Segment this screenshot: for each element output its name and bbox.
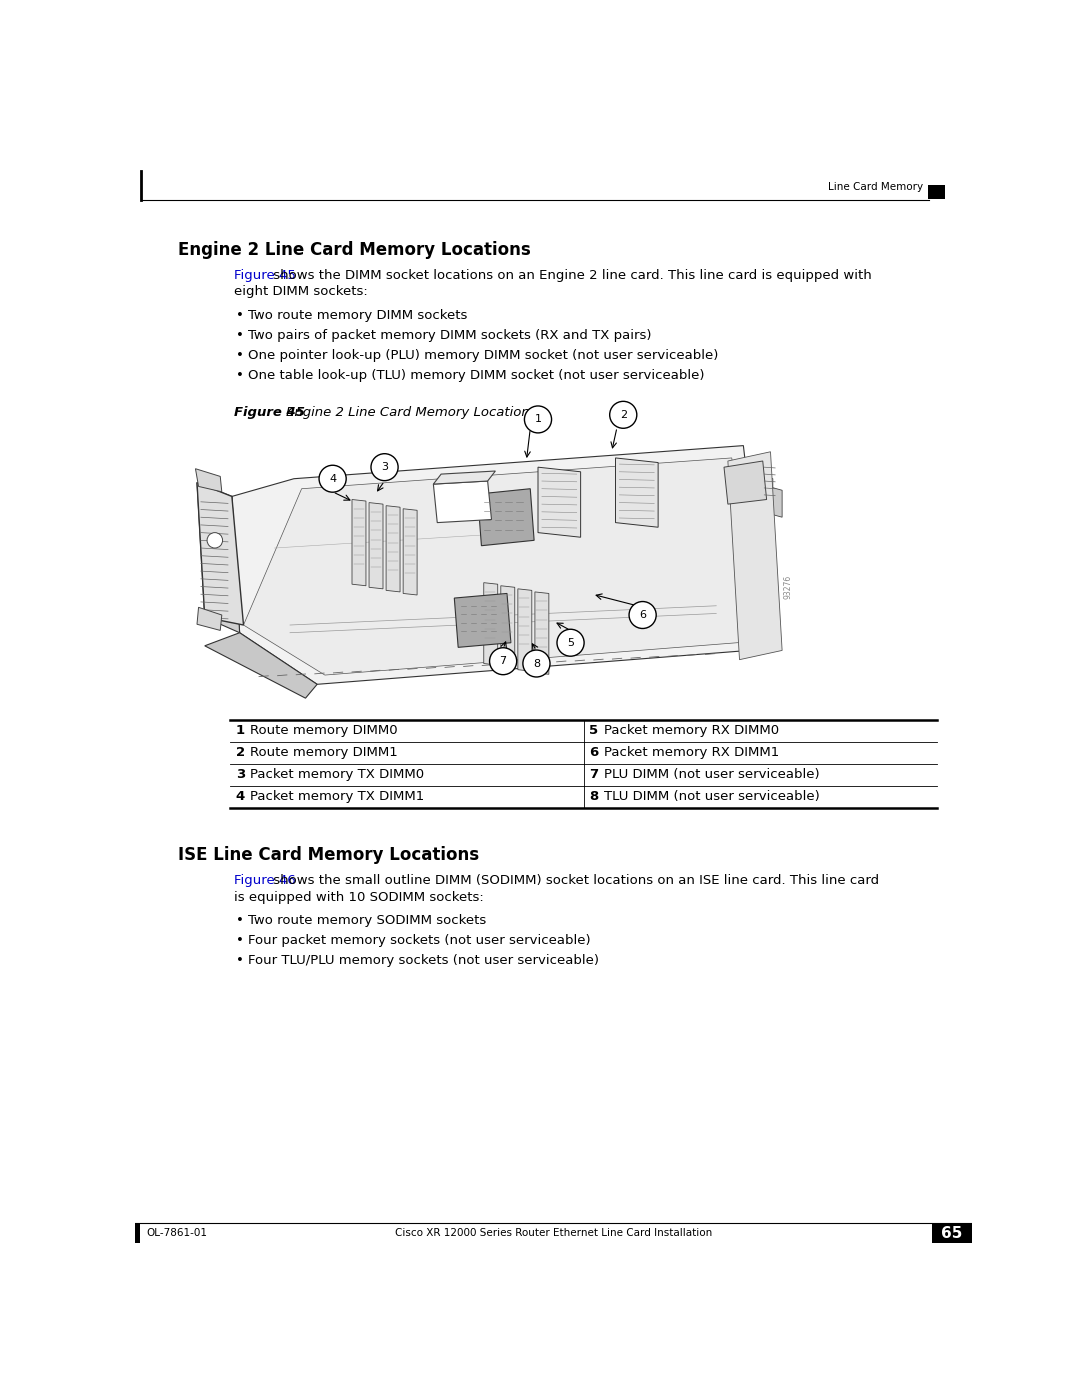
- Polygon shape: [433, 481, 491, 522]
- Text: •: •: [235, 369, 244, 381]
- Text: Figure 45: Figure 45: [234, 268, 296, 282]
- Text: •: •: [235, 349, 244, 362]
- Circle shape: [489, 648, 516, 675]
- Polygon shape: [369, 503, 383, 588]
- Polygon shape: [352, 500, 366, 585]
- Polygon shape: [728, 451, 782, 659]
- Text: TLU DIMM (not user serviceable): TLU DIMM (not user serviceable): [604, 791, 820, 803]
- Text: 7: 7: [590, 768, 598, 781]
- Text: Cisco XR 12000 Series Router Ethernet Line Card Installation: Cisco XR 12000 Series Router Ethernet Li…: [395, 1228, 712, 1238]
- Circle shape: [629, 602, 657, 629]
- Text: 5: 5: [567, 637, 575, 648]
- Text: Line Card Memory: Line Card Memory: [828, 182, 923, 193]
- Polygon shape: [197, 482, 243, 624]
- Polygon shape: [197, 608, 221, 630]
- Text: Two route memory DIMM sockets: Two route memory DIMM sockets: [248, 309, 468, 321]
- Text: 8: 8: [532, 658, 540, 669]
- Circle shape: [207, 532, 222, 548]
- Circle shape: [372, 454, 399, 481]
- Text: ISE Line Card Memory Locations: ISE Line Card Memory Locations: [177, 847, 478, 863]
- Polygon shape: [387, 506, 400, 592]
- Polygon shape: [517, 588, 531, 671]
- Circle shape: [319, 465, 347, 492]
- Polygon shape: [538, 467, 581, 538]
- Polygon shape: [501, 585, 515, 668]
- Text: Packet memory RX DIMM1: Packet memory RX DIMM1: [604, 746, 779, 759]
- Polygon shape: [455, 594, 511, 647]
- Text: 7: 7: [500, 657, 507, 666]
- Text: Two pairs of packet memory DIMM sockets (RX and TX pairs): Two pairs of packet memory DIMM sockets …: [248, 328, 651, 342]
- Text: Four packet memory sockets (not user serviceable): Four packet memory sockets (not user ser…: [248, 933, 591, 947]
- Text: 6: 6: [590, 746, 598, 759]
- Text: 2: 2: [620, 409, 626, 420]
- Text: One pointer look-up (PLU) memory DIMM socket (not user serviceable): One pointer look-up (PLU) memory DIMM so…: [248, 349, 718, 362]
- Text: •: •: [235, 328, 244, 342]
- Text: Engine 2 Line Card Memory Locations: Engine 2 Line Card Memory Locations: [177, 240, 530, 258]
- Circle shape: [525, 407, 552, 433]
- Bar: [928, 186, 945, 200]
- Text: •: •: [235, 954, 244, 967]
- Text: 6: 6: [639, 610, 646, 620]
- Text: Packet memory TX DIMM0: Packet memory TX DIMM0: [251, 768, 424, 781]
- Text: shows the DIMM socket locations on an Engine 2 line card. This line card is equi: shows the DIMM socket locations on an En…: [270, 268, 873, 282]
- Polygon shape: [197, 482, 240, 633]
- Text: One table look-up (TLU) memory DIMM socket (not user serviceable): One table look-up (TLU) memory DIMM sock…: [248, 369, 704, 381]
- Polygon shape: [484, 583, 498, 665]
- Polygon shape: [243, 458, 767, 675]
- Text: PLU DIMM (not user serviceable): PLU DIMM (not user serviceable): [604, 768, 820, 781]
- Text: Packet memory RX DIMM0: Packet memory RX DIMM0: [604, 724, 779, 738]
- Polygon shape: [195, 469, 221, 492]
- Polygon shape: [724, 461, 767, 504]
- Polygon shape: [759, 475, 773, 506]
- Polygon shape: [535, 592, 549, 675]
- Polygon shape: [205, 633, 318, 698]
- Text: Route memory DIMM0: Route memory DIMM0: [251, 724, 399, 738]
- Polygon shape: [403, 509, 417, 595]
- Text: Four TLU/PLU memory sockets (not user serviceable): Four TLU/PLU memory sockets (not user se…: [248, 954, 599, 967]
- Text: Figure 45: Figure 45: [234, 405, 306, 419]
- Text: shows the small outline DIMM (SODIMM) socket locations on an ISE line card. This: shows the small outline DIMM (SODIMM) so…: [270, 873, 879, 887]
- Text: •: •: [235, 914, 244, 926]
- Text: Packet memory TX DIMM1: Packet memory TX DIMM1: [251, 791, 424, 803]
- Text: Engine 2 Line Card Memory Locations: Engine 2 Line Card Memory Locations: [270, 405, 537, 419]
- Text: •: •: [235, 933, 244, 947]
- Text: Figure 46: Figure 46: [234, 873, 296, 887]
- Text: 1: 1: [535, 415, 541, 425]
- Polygon shape: [232, 446, 779, 685]
- Bar: [135, 1224, 140, 1243]
- Text: 8: 8: [590, 791, 598, 803]
- Text: 3: 3: [381, 462, 388, 472]
- Text: 65: 65: [941, 1225, 962, 1241]
- Circle shape: [557, 629, 584, 657]
- Polygon shape: [768, 486, 782, 517]
- Polygon shape: [433, 471, 496, 485]
- Text: eight DIMM sockets:: eight DIMM sockets:: [234, 285, 368, 299]
- Text: is equipped with 10 SODIMM sockets:: is equipped with 10 SODIMM sockets:: [234, 891, 484, 904]
- Circle shape: [523, 650, 550, 678]
- Text: 4: 4: [235, 791, 245, 803]
- Text: OL-7861-01: OL-7861-01: [147, 1228, 207, 1238]
- Text: 1: 1: [235, 724, 245, 738]
- Text: 5: 5: [590, 724, 598, 738]
- Text: 2: 2: [235, 746, 245, 759]
- Circle shape: [610, 401, 637, 429]
- Text: 3: 3: [235, 768, 245, 781]
- Text: Two route memory SODIMM sockets: Two route memory SODIMM sockets: [248, 914, 486, 926]
- Text: •: •: [235, 309, 244, 321]
- Text: Route memory DIMM1: Route memory DIMM1: [251, 746, 399, 759]
- Text: 4: 4: [329, 474, 336, 483]
- Bar: [932, 1224, 972, 1243]
- Polygon shape: [477, 489, 535, 546]
- Polygon shape: [616, 458, 658, 527]
- Text: 93276: 93276: [783, 574, 792, 599]
